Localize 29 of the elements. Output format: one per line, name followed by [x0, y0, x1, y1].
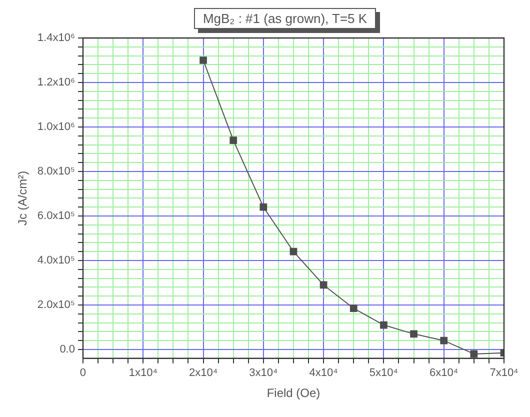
y-tick-label: 1.4x10⁶ [37, 32, 75, 44]
y-axis-title: Jc (A/cm²) [16, 170, 30, 226]
y-tick-label: 4.0x10⁵ [37, 254, 75, 267]
x-tick-label: 3x10⁴ [249, 367, 278, 380]
y-tick-label: 2.0x10⁵ [37, 299, 75, 312]
y-tick-label: 1.2x10⁶ [37, 76, 75, 89]
x-tick-label: 7x10⁴ [490, 367, 519, 380]
point [380, 321, 388, 329]
x-tick-label: 4x10⁴ [309, 367, 338, 380]
x-tick-label: 1x10⁴ [128, 367, 158, 380]
point [350, 304, 358, 312]
point [320, 281, 328, 289]
point [260, 203, 268, 211]
point [440, 336, 448, 344]
x-tick-label: 6x10⁴ [430, 367, 458, 380]
x-axis-title: Field (Oe) [266, 386, 320, 400]
x-tick-label: 2x10⁴ [188, 367, 218, 380]
x-tick-label: 5x10⁴ [369, 367, 398, 380]
point [470, 350, 478, 358]
x-tick-label: 0 [80, 367, 86, 380]
y-tick-label: 1.0x10⁶ [37, 121, 75, 134]
point [230, 136, 238, 144]
point [290, 248, 298, 256]
y-tick-label: 8.0x10⁵ [37, 166, 75, 178]
y-tick-label: 6.0x10⁵ [37, 210, 75, 222]
y-tick-label: 0.0 [60, 344, 75, 356]
chart-title: MgB₂ : #1 (as grown), T=5 K [194, 8, 376, 29]
point [410, 330, 418, 338]
point [200, 56, 207, 64]
